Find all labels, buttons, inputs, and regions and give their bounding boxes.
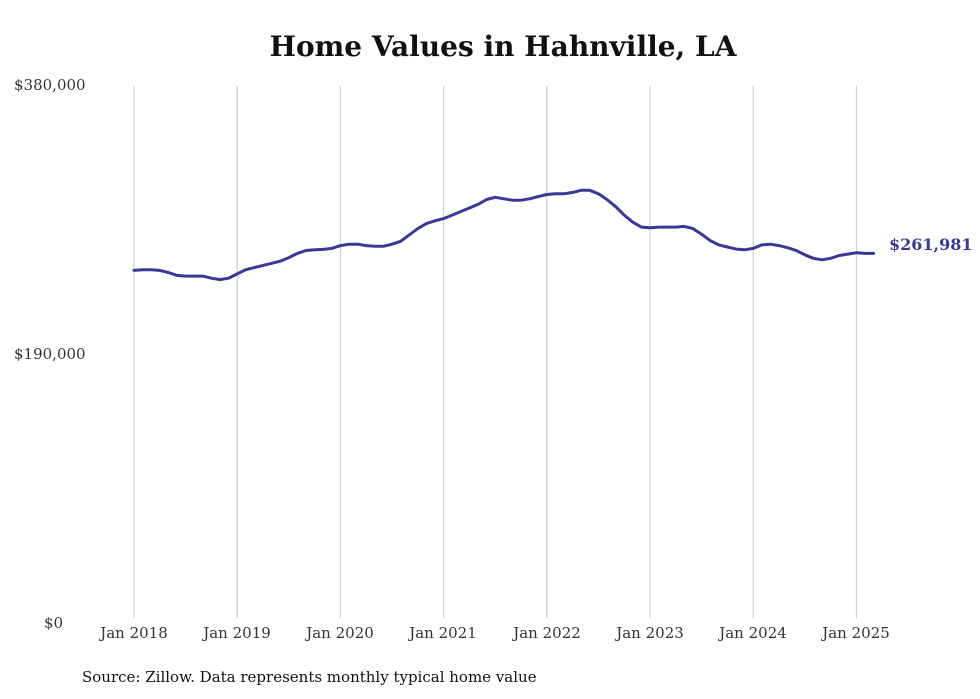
end-value-label: $261,981 <box>889 235 973 254</box>
series-line <box>132 188 876 282</box>
x-tick-label-2020: Jan 2020 <box>306 624 374 642</box>
x-tick-label-2022: Jan 2022 <box>513 624 581 642</box>
y-tick-label-190000: $190,000 <box>14 345 86 363</box>
source-note: Source: Zillow. Data represents monthly … <box>82 668 537 686</box>
x-tick-label-2024: Jan 2024 <box>719 624 787 642</box>
x-tick-label-2023: Jan 2023 <box>616 624 684 642</box>
x-tick-label-2021: Jan 2021 <box>409 624 477 642</box>
x-tick-label-2018: Jan 2018 <box>100 624 168 642</box>
y-tick-label-0: $0 <box>44 614 64 632</box>
y-tick-label-380000: $380,000 <box>14 76 86 94</box>
x-tick-label-2019: Jan 2019 <box>203 624 271 642</box>
gridlines <box>133 86 857 618</box>
x-tick-label-2025: Jan 2025 <box>822 624 890 642</box>
chart-title: Home Values in Hahnville, LA <box>269 30 737 63</box>
